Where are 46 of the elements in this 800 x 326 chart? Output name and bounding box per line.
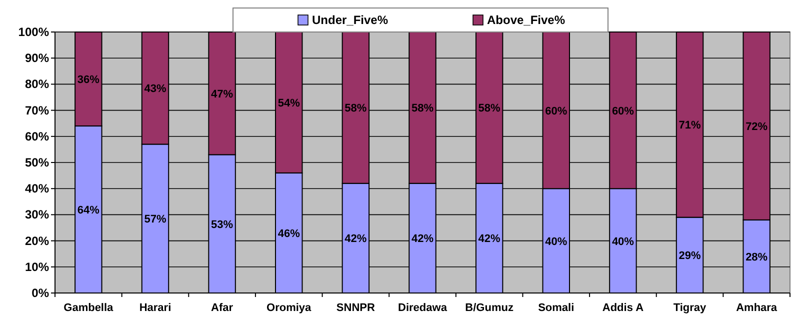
data-label: 58% [411, 102, 434, 115]
data-label: 43% [144, 83, 166, 96]
data-label: 47% [211, 88, 234, 100]
x-tick-label: Oromiya [266, 302, 312, 314]
data-label: 60% [545, 105, 568, 118]
data-label: 54% [278, 97, 300, 110]
y-tick-label: 90% [24, 51, 50, 66]
data-label: 71% [678, 120, 701, 132]
data-label: 40% [545, 236, 568, 248]
data-label: 28% [746, 251, 768, 264]
x-tick-label: Somali [538, 302, 574, 314]
data-label: 36% [77, 74, 100, 86]
data-label: 58% [478, 102, 501, 115]
y-tick-label: 50% [24, 156, 50, 170]
data-label: 58% [344, 102, 367, 115]
x-tick-label: Harari [139, 302, 172, 314]
data-label: 72% [746, 120, 768, 133]
data-label: 42% [478, 233, 501, 246]
y-tick-label: 70% [24, 103, 50, 118]
legend-label: Above_Five% [487, 13, 566, 27]
y-tick-label: 10% [24, 260, 50, 274]
data-label: 53% [211, 218, 234, 231]
y-tick-label: 40% [24, 182, 50, 196]
legend-label: Under_Five% [312, 13, 388, 27]
x-tick-label: Amhara [736, 302, 778, 314]
x-tick-label: Addis A [602, 302, 644, 314]
y-tick-label: 100% [18, 25, 50, 39]
y-tick-label: 80% [24, 77, 50, 92]
x-tick-label: SNNPR [336, 302, 375, 314]
data-label: 29% [678, 250, 701, 262]
y-tick-label: 0% [32, 286, 50, 300]
x-tick-label: B/Gumuz [465, 302, 514, 314]
data-label: 42% [411, 233, 434, 246]
y-tick-label: 30% [24, 208, 50, 222]
data-label: 42% [344, 233, 367, 246]
x-tick-label: Tigray [673, 302, 708, 314]
x-tick-label: Diredawa [398, 302, 448, 314]
data-label: 46% [278, 228, 300, 240]
data-label: 57% [144, 214, 166, 226]
data-label: 64% [77, 204, 100, 216]
y-tick-label: 60% [24, 129, 50, 144]
x-tick-label: Gambella [64, 302, 114, 314]
y-tick-label: 20% [24, 234, 50, 248]
data-label: 40% [612, 236, 634, 248]
x-tick-label: Afar [211, 302, 234, 314]
data-label: 60% [612, 105, 634, 118]
